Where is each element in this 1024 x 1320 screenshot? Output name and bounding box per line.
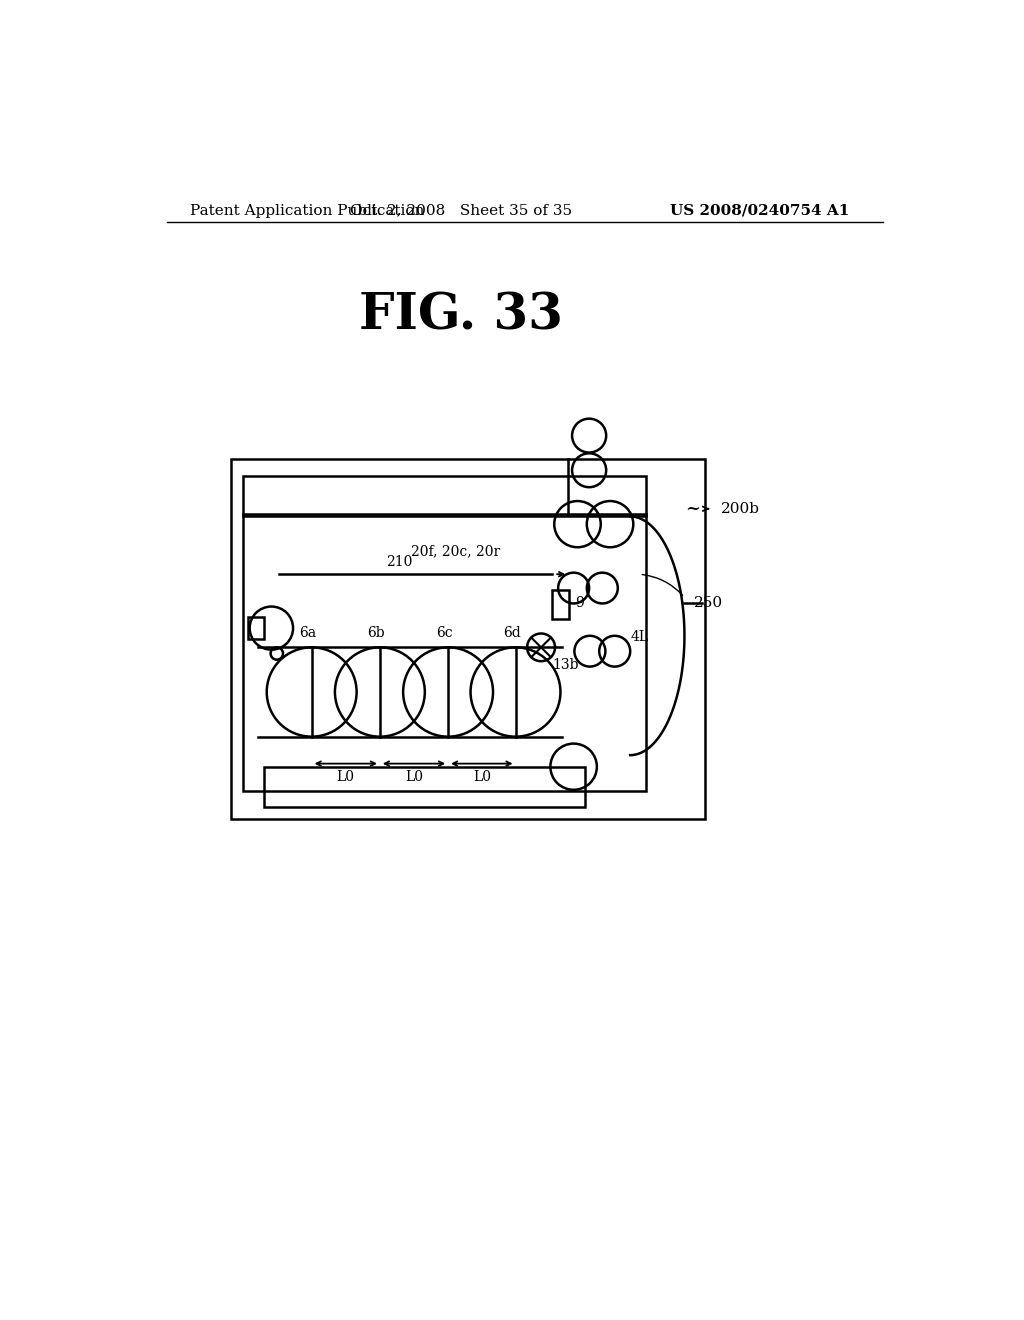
Text: 250: 250 — [693, 597, 723, 610]
Bar — [248, 618, 263, 639]
Text: Oct. 2, 2008   Sheet 35 of 35: Oct. 2, 2008 Sheet 35 of 35 — [350, 203, 572, 218]
Text: 13b: 13b — [553, 659, 580, 672]
Text: L0: L0 — [404, 771, 423, 784]
Text: L0: L0 — [337, 771, 354, 784]
Text: US 2008/0240754 A1: US 2008/0240754 A1 — [671, 203, 850, 218]
Text: 210: 210 — [386, 554, 413, 569]
Text: 9: 9 — [575, 597, 584, 610]
Bar — [263, 767, 586, 807]
Bar — [552, 590, 569, 619]
Text: 4L: 4L — [630, 631, 648, 644]
Text: 20f, 20c, 20r: 20f, 20c, 20r — [411, 544, 500, 558]
Bar — [231, 459, 706, 818]
Text: 6d: 6d — [503, 627, 520, 640]
Text: FIG. 33: FIG. 33 — [359, 292, 563, 341]
Text: Patent Application Publication: Patent Application Publication — [190, 203, 424, 218]
Bar — [243, 515, 646, 792]
Text: 6a: 6a — [299, 627, 316, 640]
Text: 200b: 200b — [721, 502, 760, 516]
Text: 6b: 6b — [368, 627, 385, 640]
Bar — [243, 477, 646, 516]
Text: 6c: 6c — [436, 627, 453, 640]
Text: ~: ~ — [685, 500, 700, 517]
Text: L0: L0 — [473, 771, 490, 784]
